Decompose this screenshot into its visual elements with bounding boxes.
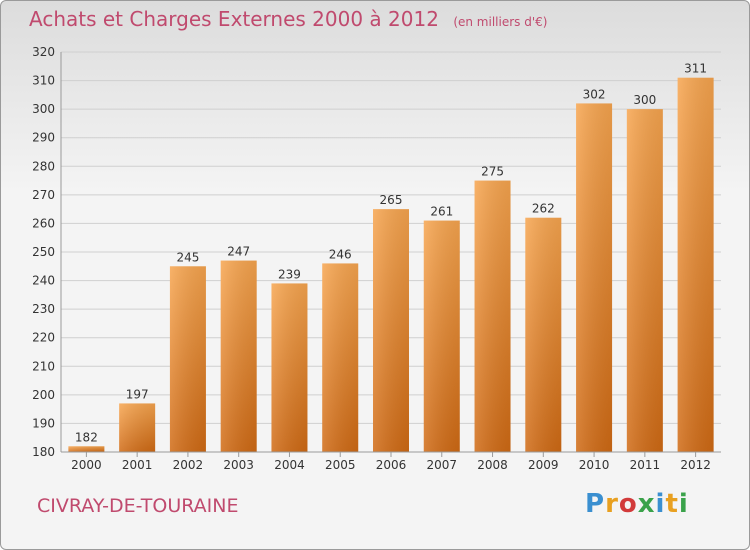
proxiti-logo: Proxiti	[585, 489, 689, 519]
y-tick-label: 210	[32, 359, 55, 373]
bar-value-label: 247	[227, 245, 250, 259]
x-tick-label: 2000	[71, 458, 102, 472]
bar-value-label: 302	[583, 87, 606, 101]
x-tick-label: 2007	[426, 458, 457, 472]
bar-shade	[525, 217, 562, 452]
bar-shade	[626, 109, 663, 453]
y-tick-label: 310	[32, 74, 55, 88]
bar-value-label: 262	[532, 202, 555, 216]
bar-value-label: 275	[481, 165, 504, 179]
bar-value-label: 246	[329, 247, 352, 261]
y-tick-label: 240	[32, 274, 55, 288]
logo-letter: t	[665, 489, 679, 519]
bar-shade	[322, 263, 359, 452]
bar-shade	[474, 180, 511, 453]
bar-shade	[271, 283, 308, 452]
bar-shade	[373, 209, 409, 452]
bar-value-label: 311	[684, 62, 707, 76]
bar-shade	[169, 266, 206, 452]
y-tick-label: 190	[32, 416, 55, 430]
commune-name: CIVRAY-DE-TOURAINE	[37, 495, 239, 517]
bar-value-label: 245	[176, 250, 199, 264]
x-axis: 2000 2001 2002 2003 2004 2005 2006 2007 2008 2009…	[61, 451, 721, 472]
x-tick-label: 2005	[325, 458, 356, 472]
y-axis: 180 190 200 210 220 230 240 250 260 270 280 290 300 3…	[32, 45, 62, 459]
y-tick-label: 180	[32, 445, 55, 459]
x-tick-label: 2012	[680, 458, 711, 472]
x-tick-label: 2004	[274, 458, 305, 472]
bar-value-label: 261	[430, 205, 453, 219]
x-tick-label: 2010	[579, 458, 610, 472]
chart-title: Achats et Charges Externes 2000 à 2012 (…	[29, 7, 547, 31]
y-tick-label: 220	[32, 331, 55, 345]
y-tick-label: 320	[32, 45, 55, 59]
y-tick-label: 270	[32, 188, 55, 202]
logo-letter: x	[637, 489, 656, 519]
x-tick-label: 2011	[630, 458, 661, 472]
y-tick-label: 250	[32, 245, 55, 259]
y-tick-label: 290	[32, 131, 55, 145]
bar-shade	[68, 446, 105, 452]
y-tick-label: 260	[32, 216, 55, 230]
bar-shade	[576, 103, 613, 452]
title-unit: (en milliers d'€)	[453, 15, 548, 29]
x-tick-label: 2003	[223, 458, 254, 472]
logo-letter: o	[618, 489, 638, 519]
bar-shade	[119, 403, 156, 452]
x-tick-label: 2009	[528, 458, 559, 472]
bar-shade	[677, 77, 714, 452]
bar-value-label: 265	[380, 193, 403, 207]
bar-shade	[220, 260, 257, 452]
logo-letter: r	[605, 489, 619, 519]
bars: 182 197 245 247 239 246 265 261 275 262 302 300 311	[68, 62, 714, 453]
x-tick-label: 2006	[376, 458, 407, 472]
bar-shade	[423, 220, 460, 452]
y-tick-label: 300	[32, 102, 55, 116]
logo-letter: i	[655, 489, 666, 519]
y-tick-label: 230	[32, 302, 55, 316]
logo-letter: P	[585, 489, 606, 519]
x-tick-label: 2002	[173, 458, 204, 472]
bar-value-label: 197	[126, 387, 149, 401]
bar-value-label: 182	[75, 430, 98, 444]
title-text: Achats et Charges Externes 2000 à 2012	[29, 7, 439, 31]
bar-value-label: 239	[278, 267, 301, 281]
y-tick-label: 280	[32, 159, 55, 173]
y-tick-label: 200	[32, 388, 55, 402]
bar-value-label: 300	[633, 93, 656, 107]
logo-letter: i	[678, 489, 689, 519]
x-tick-label: 2008	[477, 458, 508, 472]
x-tick-label: 2001	[122, 458, 153, 472]
